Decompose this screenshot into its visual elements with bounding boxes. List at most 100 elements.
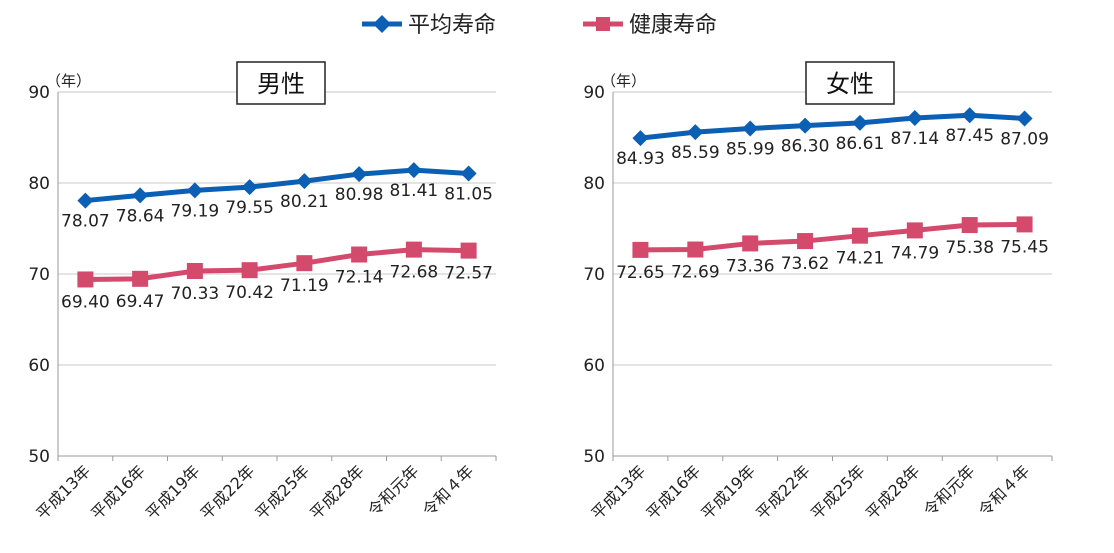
data-point-square xyxy=(460,242,477,259)
series-line-healthy-life xyxy=(640,221,1025,253)
panel-title: 女性 xyxy=(805,61,895,105)
series-average-life: 84.93 85.59 85.99 86.30 86.61 87.14 87.45 87.09 xyxy=(616,107,1049,169)
data-point-diamond xyxy=(742,120,759,137)
x-category-label: 令和元年 xyxy=(920,461,979,520)
data-point-diamond xyxy=(186,182,203,199)
series-line-healthy-life xyxy=(85,247,469,282)
y-unit-label: （年） xyxy=(601,72,646,90)
series-line-average-life xyxy=(640,112,1025,141)
data-label: 72.65 xyxy=(616,263,665,283)
x-category-label: 平成28年 xyxy=(862,461,924,523)
data-point-square xyxy=(851,227,868,244)
panel-title-text: 男性 xyxy=(257,70,305,98)
data-point-diamond xyxy=(797,117,814,134)
x-category-label: 平成13年 xyxy=(587,461,649,523)
data-label: 81.41 xyxy=(390,181,439,201)
y-tick-label: 60 xyxy=(583,356,605,376)
data-label: 87.45 xyxy=(945,126,994,146)
x-category-label: 平成19年 xyxy=(697,461,759,523)
data-point-diamond xyxy=(405,162,422,179)
x-category-label: 平成16年 xyxy=(87,461,149,523)
data-label: 87.09 xyxy=(1000,129,1049,149)
data-label: 72.57 xyxy=(444,264,493,284)
x-category-label: 令和４年 xyxy=(975,461,1034,520)
data-point-diamond xyxy=(1016,110,1033,127)
data-label: 85.59 xyxy=(671,143,720,163)
data-point-square xyxy=(186,262,203,279)
x-category-label: 平成13年 xyxy=(32,461,94,523)
data-label: 70.33 xyxy=(171,284,220,304)
legend-diamond-marker xyxy=(373,15,391,33)
x-category-label: 平成22年 xyxy=(197,461,259,523)
data-point-square xyxy=(1016,216,1033,233)
y-tick-label: 50 xyxy=(28,447,50,467)
x-category-label: 平成25年 xyxy=(251,461,313,523)
x-category-label: 平成22年 xyxy=(752,461,814,523)
data-label: 69.40 xyxy=(61,292,110,312)
chart-panel-female: 50 60 70 80 90（年） 女性平成13年平成16年平成19年平成22年平成25年… xyxy=(583,61,1053,523)
x-category-label: 平成16年 xyxy=(642,461,704,523)
data-point-diamond xyxy=(241,179,258,196)
panel-title-text: 女性 xyxy=(826,70,874,98)
y-tick-label: 70 xyxy=(583,265,605,285)
data-point-square xyxy=(687,241,704,258)
legend-square-marker xyxy=(596,17,610,31)
data-point-square xyxy=(961,217,978,234)
x-category-label: 令和元年 xyxy=(364,461,423,520)
data-label: 74.21 xyxy=(836,249,885,269)
data-label: 72.68 xyxy=(390,263,439,283)
x-category-label: 平成28年 xyxy=(306,461,368,523)
data-point-diamond xyxy=(296,173,313,190)
data-point-diamond xyxy=(132,187,149,204)
y-tick-label: 80 xyxy=(28,174,50,194)
data-label: 86.61 xyxy=(836,134,885,154)
y-unit-label: （年） xyxy=(46,72,91,90)
panel-title-box xyxy=(236,61,326,105)
data-label: 78.07 xyxy=(61,212,110,232)
y-tick-label: 80 xyxy=(583,174,605,194)
data-point-square xyxy=(405,241,422,258)
series-healthy-life: 69.40 69.47 70.33 70.42 71.19 72.14 72.68 72.57 xyxy=(61,241,493,312)
data-label: 84.93 xyxy=(616,149,665,169)
data-point-diamond xyxy=(906,110,923,127)
data-point-diamond xyxy=(632,130,649,147)
data-point-diamond xyxy=(851,114,868,131)
panel-title: 男性 xyxy=(236,61,326,105)
series-healthy-life: 72.65 72.69 73.36 73.62 74.21 74.79 75.38 75.45 xyxy=(616,216,1049,283)
data-point-diamond xyxy=(687,124,704,141)
data-point-diamond xyxy=(351,166,368,183)
data-point-square xyxy=(241,262,258,279)
data-label: 75.38 xyxy=(945,238,994,258)
data-point-square xyxy=(906,222,923,239)
y-tick-label: 70 xyxy=(28,265,50,285)
data-label: 86.30 xyxy=(781,137,830,157)
chart-panel-male: 50 60 70 80 90（年） 男性平成13年平成16年平成19年平成22年平成25年… xyxy=(28,61,497,523)
legend: 平均寿命 健康寿命 xyxy=(362,13,717,38)
y-tick-label: 60 xyxy=(28,356,50,376)
data-label: 79.19 xyxy=(171,201,220,221)
x-category-label: 平成25年 xyxy=(807,461,869,523)
data-label: 80.21 xyxy=(280,192,329,212)
series-line-average-life xyxy=(85,167,469,204)
data-point-square xyxy=(797,233,814,250)
data-point-square xyxy=(632,241,649,258)
series-average-life: 78.07 78.64 79.19 79.55 80.21 80.98 81.41 81.05 xyxy=(61,162,493,232)
data-label: 79.55 xyxy=(225,198,274,218)
x-category-label: 令和４年 xyxy=(419,461,478,520)
data-label: 81.05 xyxy=(444,184,493,204)
x-category-label: 平成19年 xyxy=(142,461,204,523)
data-point-diamond xyxy=(961,107,978,124)
data-point-square xyxy=(351,246,368,263)
data-point-diamond xyxy=(460,165,477,182)
y-tick-label: 90 xyxy=(28,83,50,103)
y-tick-label: 50 xyxy=(583,447,605,467)
data-label: 72.14 xyxy=(335,268,384,288)
data-point-square xyxy=(742,235,759,252)
data-label: 73.62 xyxy=(781,254,830,274)
y-tick-label: 90 xyxy=(583,83,605,103)
data-label: 78.64 xyxy=(116,206,165,226)
data-label: 69.47 xyxy=(116,292,165,312)
data-label: 87.14 xyxy=(890,129,939,149)
data-label: 75.45 xyxy=(1000,237,1049,257)
data-point-square xyxy=(132,270,149,287)
